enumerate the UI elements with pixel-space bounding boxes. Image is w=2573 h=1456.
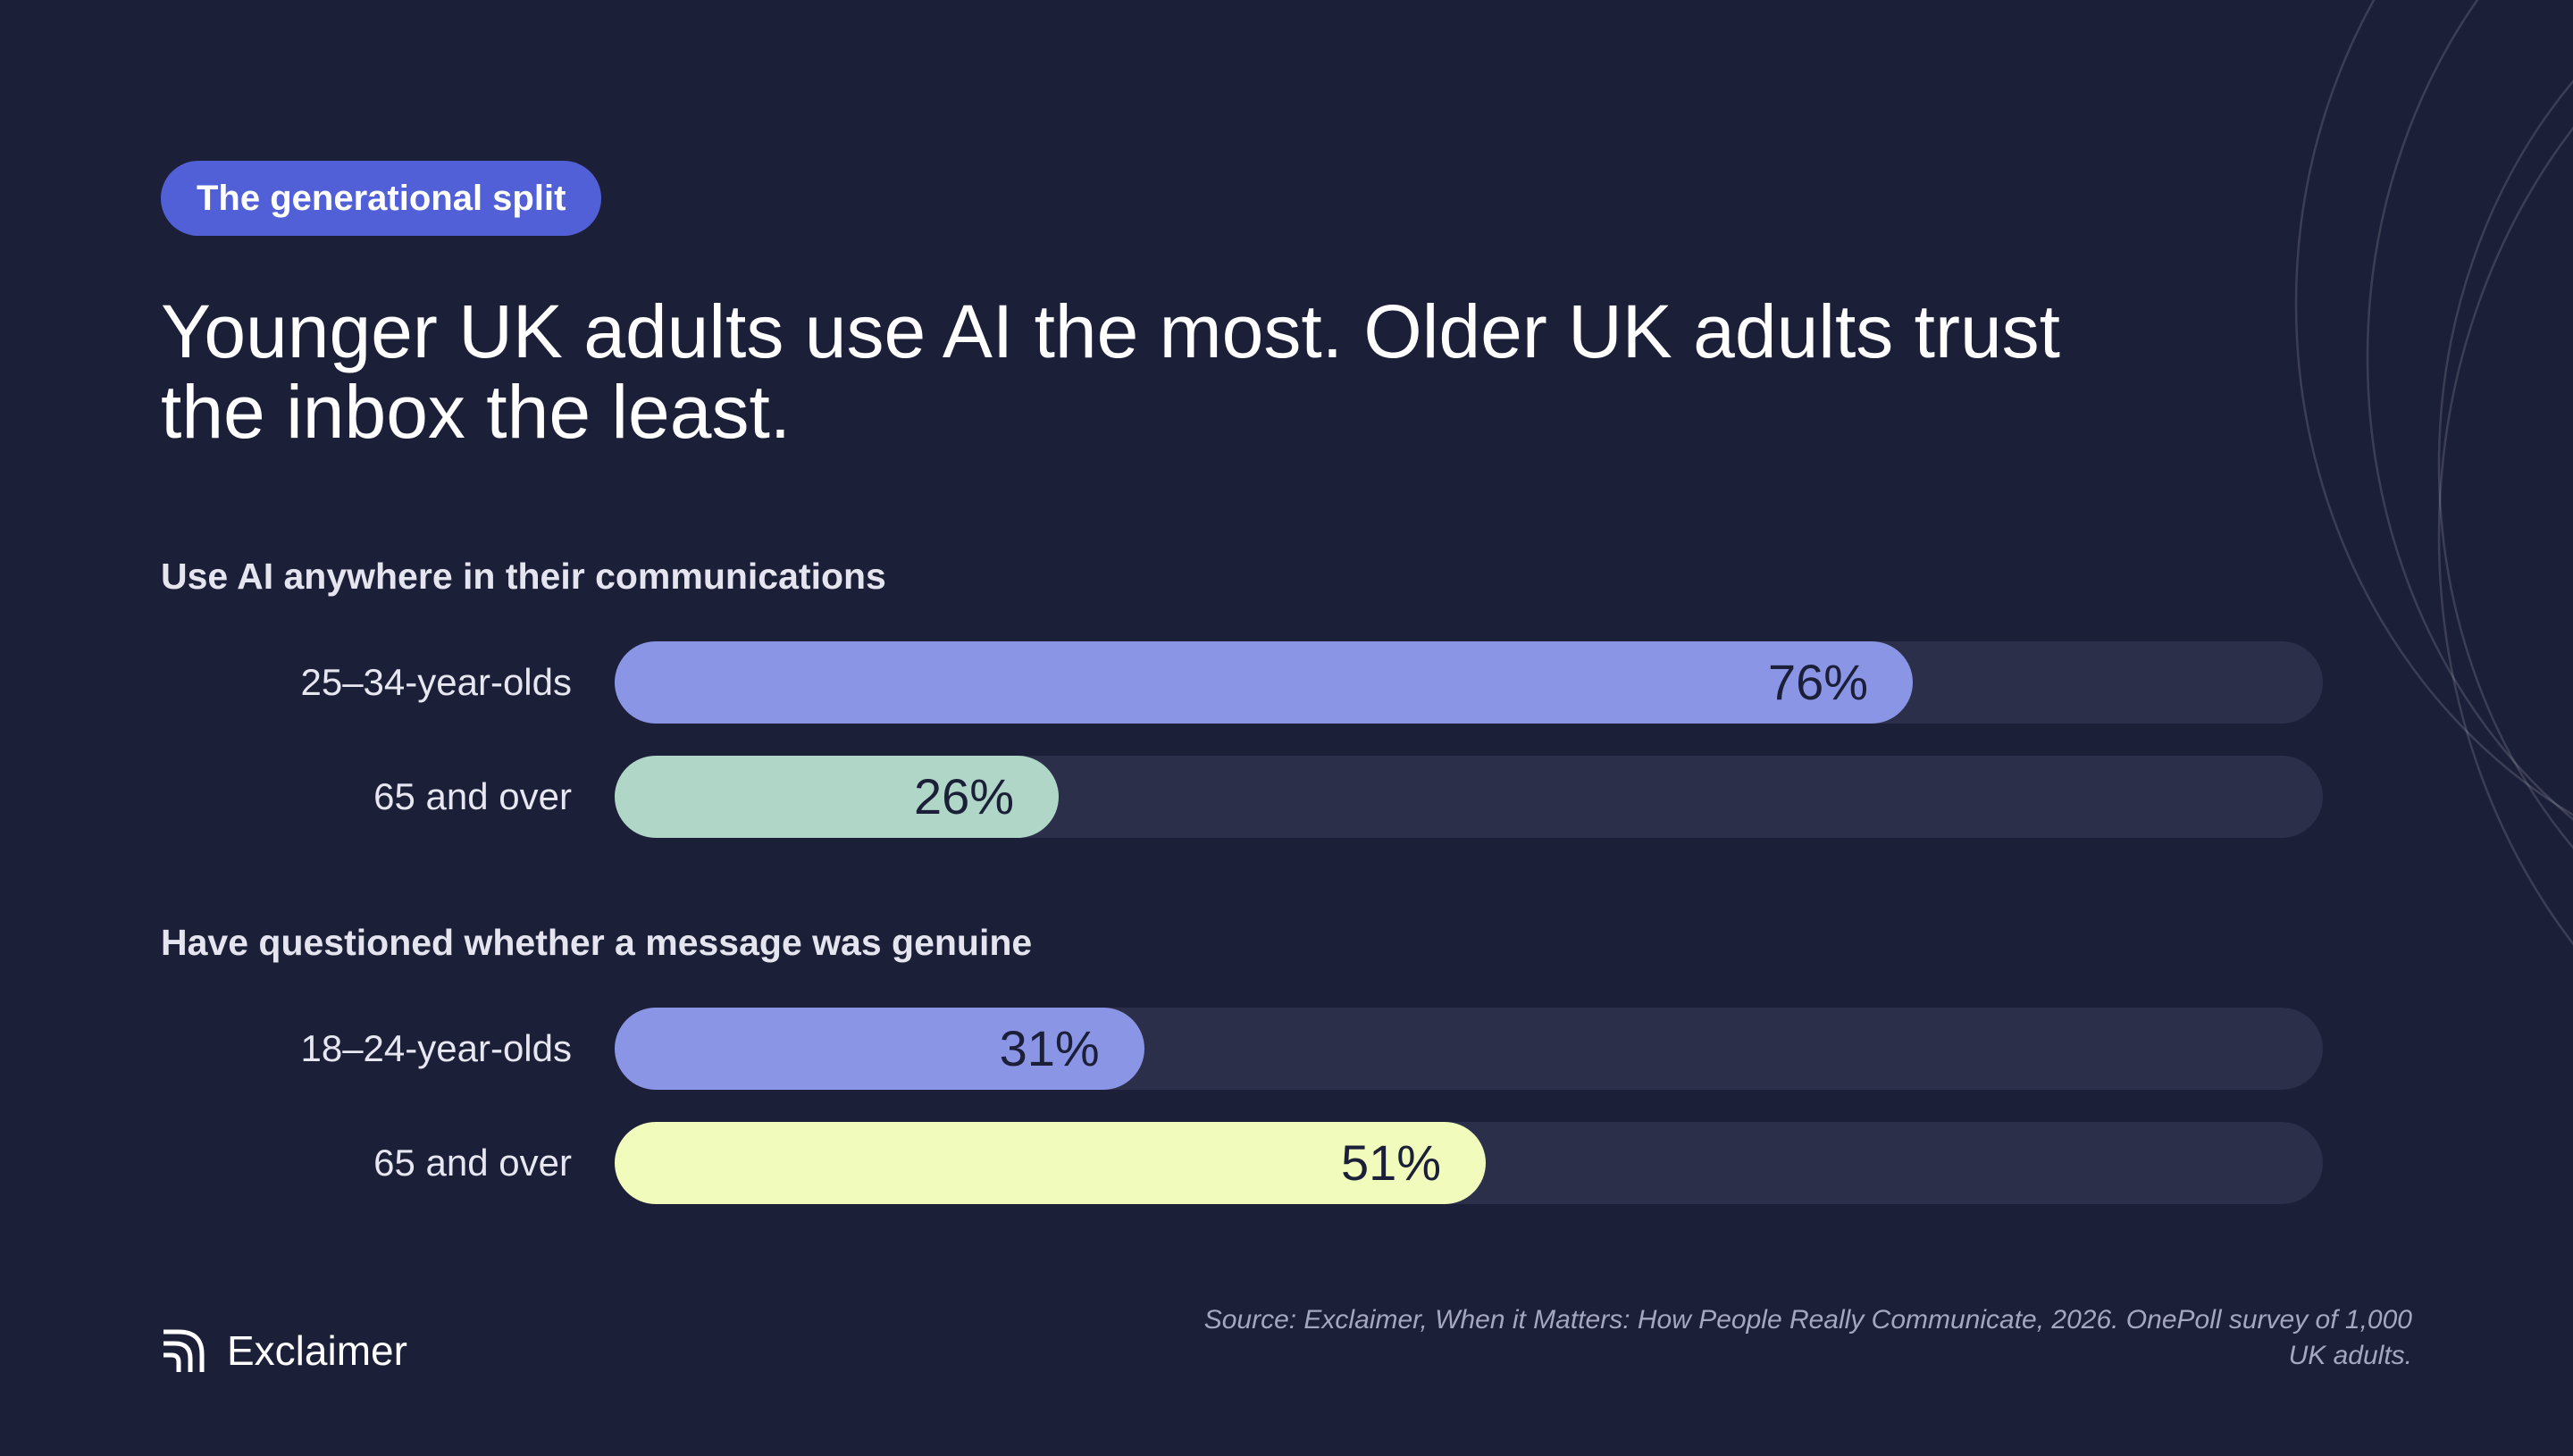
category-label: 25–34-year-olds	[300, 661, 572, 703]
category-label: 18–24-year-olds	[300, 1027, 572, 1069]
bar: 76%	[615, 641, 1914, 724]
bar-track: 31%	[615, 1008, 2323, 1090]
section-badge: The generational split	[161, 161, 602, 236]
brand-name: Exclaimer	[227, 1327, 407, 1374]
exclaimer-logo-icon	[163, 1329, 205, 1372]
source-note: Source: Exclaimer, When it Matters: How …	[1203, 1305, 2412, 1370]
bar: 31%	[615, 1008, 1144, 1090]
bar-track: 51%	[615, 1122, 2323, 1204]
bar: 51%	[615, 1122, 1487, 1204]
data-label: 31%	[999, 1020, 1100, 1076]
category-label: 65 and over	[373, 1142, 572, 1184]
headline: Younger UK adults use AI the most. Older…	[161, 289, 2061, 454]
category-label: 65 and over	[373, 775, 572, 817]
brand-logo: Exclaimer	[161, 1326, 407, 1376]
bar: 26%	[615, 756, 1060, 838]
data-label: 51%	[1341, 1134, 1442, 1191]
bar-track: 76%	[615, 641, 2323, 724]
group-title: Have questioned whether a message was ge…	[161, 922, 1033, 963]
bar-track: 26%	[615, 756, 2323, 838]
data-label: 76%	[1768, 654, 1869, 710]
data-label: 26%	[914, 768, 1015, 824]
group-title: Use AI anywhere in their communications	[161, 556, 886, 597]
